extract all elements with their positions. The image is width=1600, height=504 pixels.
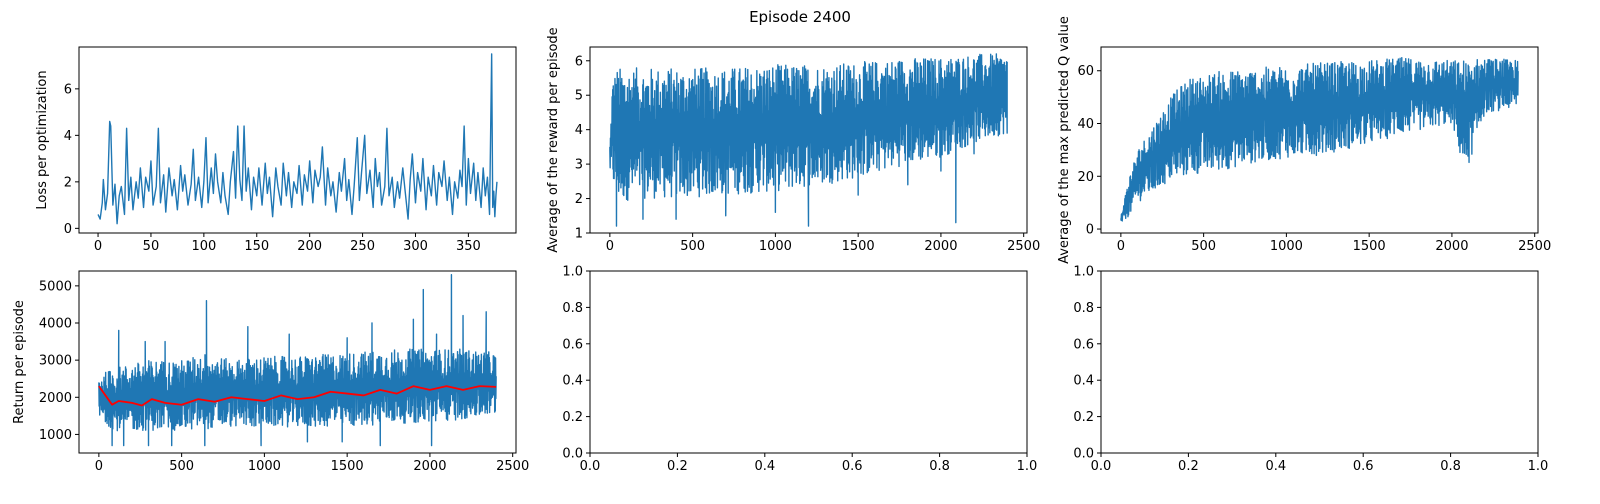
y-tick-label: 0.4 (562, 374, 583, 389)
x-tick-label: 50 (143, 239, 160, 254)
x-tick-label: 350 (456, 239, 481, 254)
axes-frame (1100, 46, 1539, 234)
series-line-0 (98, 274, 497, 447)
y-tick-label: 6 (575, 54, 583, 69)
y-tick-label: 0.0 (562, 447, 583, 462)
y-tick-label: 0.0 (1073, 447, 1094, 462)
x-tick-label: 100 (191, 239, 216, 254)
axes-frame (1100, 270, 1539, 454)
subplot-row2-col1: 0 500 1000 1500 2000 2500 1000 2000 3000 4000 5000… (12, 270, 529, 474)
series-line-0 (1120, 57, 1519, 222)
y-axis-label: Average of the reward per episode (546, 27, 561, 252)
y-tick-label: 0 (1086, 223, 1094, 238)
x-tick-label: 0.4 (1265, 459, 1286, 474)
y-tick-label: 6 (64, 82, 72, 97)
x-tick-label: 1.0 (1528, 459, 1549, 474)
subplot-row1-col2: 0 500 1000 1500 2000 2500 1 2 3 4 5 6 Average of the… (546, 27, 1040, 254)
x-tick-label: 0.0 (1091, 459, 1112, 474)
y-tick-label: 4 (64, 129, 72, 144)
plot-area (97, 53, 498, 225)
x-tick-label: 200 (297, 239, 322, 254)
x-tick-label: 2500 (1518, 239, 1551, 254)
y-axis-label: Average of the max predicted Q value (1057, 16, 1072, 264)
series-line-1 (98, 385, 497, 407)
subplot-row1-col1: 0 50 100 150 200 250 300 350 0 2 4 6 Loss per optimi… (35, 46, 517, 254)
x-tick-label: 0.6 (842, 459, 863, 474)
figure-suptitle: Episode 2400 (749, 8, 851, 26)
x-tick-label: 150 (244, 239, 269, 254)
y-tick-label: 4000 (39, 317, 72, 332)
x-tick-label: 2500 (1007, 239, 1040, 254)
x-tick-label: 250 (350, 239, 375, 254)
x-tick-label: 2000 (413, 459, 446, 474)
y-tick-label: 2000 (39, 391, 72, 406)
subplot-row1-col3: 0 500 1000 1500 2000 2500 0 20 40 60 Average of th… (1057, 16, 1551, 264)
axes-frame (78, 46, 517, 234)
y-tick-label: 40 (1077, 117, 1094, 132)
y-tick-label: 1000 (39, 428, 72, 443)
y-tick-label: 0.8 (1073, 301, 1094, 316)
series-line-0 (609, 53, 1008, 227)
y-tick-label: 0.2 (1073, 410, 1094, 425)
x-tick-label: 2500 (496, 459, 529, 474)
series-line-0 (97, 53, 498, 225)
y-tick-label: 2 (64, 175, 72, 190)
y-tick-label: 5 (575, 89, 583, 104)
y-tick-label: 20 (1077, 170, 1094, 185)
axes-frame (78, 270, 517, 454)
axes-frame (589, 46, 1028, 234)
x-tick-label: 1500 (331, 459, 364, 474)
x-tick-label: 0.2 (1178, 459, 1199, 474)
x-tick-label: 500 (680, 239, 705, 254)
y-tick-label: 1.0 (562, 265, 583, 280)
y-tick-label: 1.0 (1073, 265, 1094, 280)
axes-frame (589, 270, 1028, 454)
y-tick-label: 5000 (39, 279, 72, 294)
y-tick-label: 0.6 (562, 337, 583, 352)
x-tick-label: 0.8 (1440, 459, 1461, 474)
x-tick-label: 0.0 (580, 459, 601, 474)
x-tick-label: 1000 (1270, 239, 1303, 254)
x-tick-label: 500 (169, 459, 194, 474)
plot-area (609, 53, 1008, 227)
x-tick-label: 1000 (759, 239, 792, 254)
x-tick-label: 0.8 (929, 459, 950, 474)
x-tick-label: 0.4 (754, 459, 775, 474)
plot-area (98, 274, 497, 447)
x-tick-label: 1500 (842, 239, 875, 254)
y-axis-label: Loss per optimization (35, 70, 50, 209)
y-tick-label: 0.6 (1073, 337, 1094, 352)
x-tick-label: 0 (606, 239, 614, 254)
y-tick-label: 3 (575, 158, 583, 173)
y-axis-label: Return per episode (12, 300, 27, 424)
x-tick-label: 0 (95, 459, 103, 474)
y-tick-label: 2 (575, 192, 583, 207)
y-tick-label: 1 (575, 227, 583, 242)
x-tick-label: 0 (94, 239, 102, 254)
y-tick-label: 60 (1077, 64, 1094, 79)
y-tick-label: 0 (64, 222, 72, 237)
y-tick-label: 0.8 (562, 301, 583, 316)
subplot-row2-col3: 0.0 0.2 0.4 0.6 0.8 1.0 0.0 0.2 0.4 0.6 0.8 1.0 (1073, 265, 1548, 475)
plot-area (1120, 57, 1519, 222)
x-tick-label: 1000 (248, 459, 281, 474)
y-tick-label: 4 (575, 123, 583, 138)
x-tick-label: 500 (1191, 239, 1216, 254)
x-tick-label: 0 (1117, 239, 1125, 254)
y-tick-label: 0.2 (562, 410, 583, 425)
x-tick-label: 1500 (1353, 239, 1386, 254)
x-tick-label: 2000 (924, 239, 957, 254)
x-tick-label: 2000 (1435, 239, 1468, 254)
y-tick-label: 0.4 (1073, 374, 1094, 389)
x-tick-label: 0.6 (1353, 459, 1374, 474)
subplot-row2-col2: 0.0 0.2 0.4 0.6 0.8 1.0 0.0 0.2 0.4 0.6 0.8 1.0 (562, 265, 1037, 475)
x-tick-label: 0.2 (667, 459, 688, 474)
x-tick-label: 300 (403, 239, 428, 254)
x-tick-label: 1.0 (1017, 459, 1038, 474)
y-tick-label: 3000 (39, 354, 72, 369)
